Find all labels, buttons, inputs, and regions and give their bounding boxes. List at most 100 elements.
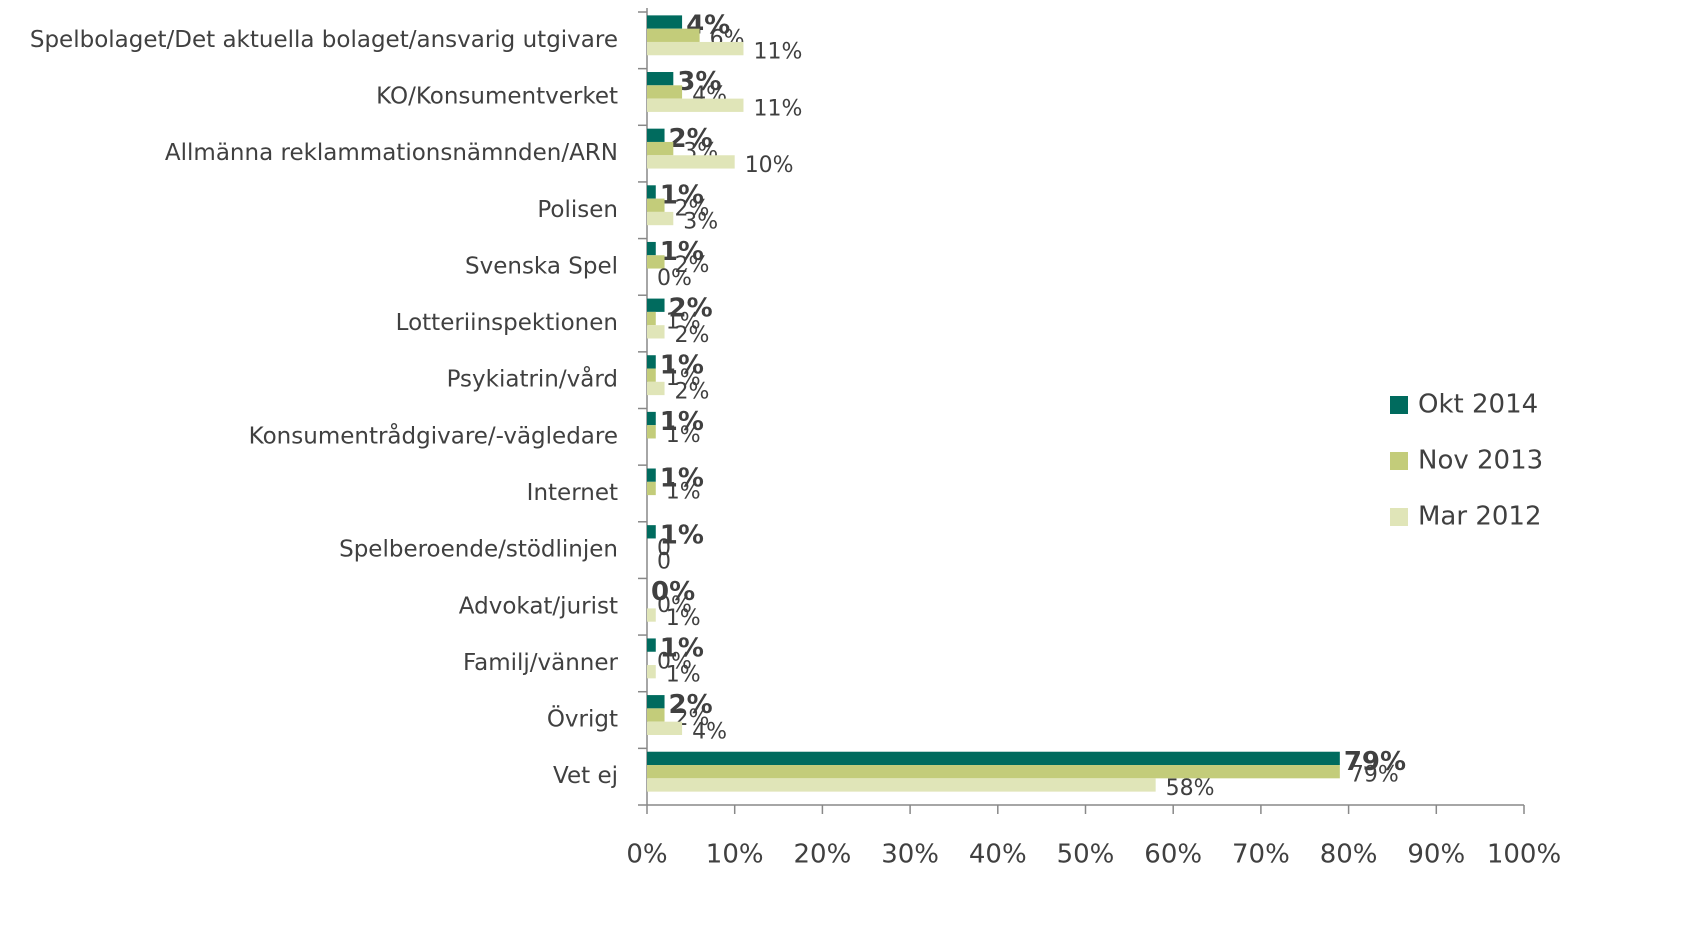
category-label: Svenska Spel	[465, 253, 618, 279]
bar	[647, 708, 665, 722]
data-label: 3%	[677, 67, 721, 97]
bar	[647, 98, 744, 112]
data-label: 10%	[745, 153, 794, 178]
data-label: 79%	[1344, 747, 1406, 777]
bar	[647, 28, 700, 42]
bar	[647, 695, 665, 709]
bar	[647, 721, 683, 735]
data-label: 1%	[666, 423, 701, 448]
category-label: Polisen	[537, 197, 618, 223]
data-label: 1%	[660, 464, 704, 494]
bar	[647, 411, 656, 426]
data-label: 1%	[660, 634, 704, 664]
bar	[647, 185, 656, 199]
data-label: 11%	[753, 40, 802, 65]
x-tick-label: 10%	[706, 840, 764, 870]
x-tick-label: 90%	[1407, 840, 1465, 870]
x-tick-label: 70%	[1232, 840, 1290, 870]
data-label: 1%	[660, 180, 704, 210]
x-tick-label: 40%	[969, 840, 1027, 870]
bar	[647, 155, 735, 169]
data-label: 0%	[657, 649, 692, 674]
bar	[647, 608, 656, 622]
data-label: 0	[657, 536, 671, 561]
bar	[647, 298, 665, 312]
category-label: Vet ej	[553, 763, 618, 789]
data-label: 1%	[666, 479, 701, 504]
data-label: 1%	[666, 663, 701, 688]
x-tick-label: 100%	[1487, 840, 1561, 870]
category-label: Psykiatrin/vård	[447, 365, 618, 393]
bar	[647, 355, 656, 369]
data-label: 2%	[675, 196, 710, 221]
category-label: Lotteriinspektionen	[396, 310, 618, 336]
category-label: Allmänna reklammationsnämnden/ARN	[165, 140, 618, 166]
data-label: 2%	[669, 294, 713, 324]
data-label: 2%	[675, 253, 710, 278]
bar	[647, 211, 674, 226]
bar	[647, 381, 665, 396]
bar	[647, 468, 656, 482]
legend-label: Okt 2014	[1418, 390, 1538, 420]
data-label: 0%	[657, 266, 692, 291]
data-label: 11%	[753, 96, 802, 121]
bar	[647, 368, 656, 382]
data-label: 1%	[660, 520, 704, 550]
legend-label: Nov 2013	[1418, 446, 1543, 476]
bar	[647, 255, 665, 269]
x-tick-label: 20%	[794, 840, 852, 870]
data-label: 1%	[660, 407, 704, 437]
data-label: 4%	[692, 719, 727, 744]
bar	[647, 425, 656, 439]
legend-label: Mar 2012	[1418, 502, 1542, 532]
bar	[647, 128, 665, 142]
data-label: 1%	[666, 366, 701, 391]
data-label: 79%	[1350, 763, 1399, 788]
bar	[647, 481, 656, 496]
x-tick-label: 30%	[881, 840, 939, 870]
bar	[647, 85, 683, 99]
bar	[647, 638, 656, 652]
bar	[647, 141, 674, 156]
bar	[647, 311, 656, 326]
category-label: Familj/vänner	[463, 650, 619, 676]
category-label: KO/Konsumentverket	[376, 83, 618, 109]
data-label: 0	[657, 549, 671, 574]
data-label: 2%	[675, 379, 710, 404]
legend-swatch	[1390, 452, 1408, 470]
x-tick-label: 60%	[1144, 840, 1202, 870]
bar	[647, 41, 744, 56]
x-tick-label: 80%	[1320, 840, 1378, 870]
bar	[647, 198, 665, 212]
bar	[647, 241, 656, 256]
data-label: 3%	[683, 210, 718, 235]
category-label: Spelberoende/stödlinjen	[339, 537, 618, 563]
bar	[647, 778, 1156, 792]
data-label: 1%	[660, 237, 704, 267]
data-label: 1%	[666, 310, 701, 335]
bar	[647, 525, 656, 539]
data-label: 58%	[1166, 776, 1215, 801]
bar	[647, 15, 683, 29]
bar	[647, 765, 1340, 779]
category-label: Övrigt	[547, 705, 618, 733]
category-label: Spelbolaget/Det aktuella bolaget/ansvari…	[30, 27, 618, 53]
data-label: 1%	[666, 606, 701, 631]
x-tick-label: 0%	[626, 840, 667, 870]
bar	[647, 325, 665, 339]
bar	[647, 665, 656, 679]
data-label: 2%	[669, 124, 713, 154]
data-label: 0%	[651, 577, 695, 607]
bar	[647, 751, 1340, 766]
x-tick-label: 50%	[1057, 840, 1115, 870]
category-label: Advokat/jurist	[459, 593, 618, 619]
data-label: 2%	[675, 323, 710, 348]
data-label: 2%	[669, 690, 713, 720]
category-label: Konsumentrådgivare/-vägledare	[249, 421, 618, 449]
legend-swatch	[1390, 508, 1408, 526]
legend-swatch	[1390, 396, 1408, 414]
bar	[647, 72, 674, 86]
category-label: Internet	[527, 480, 618, 506]
data-label: 0%	[657, 593, 692, 618]
